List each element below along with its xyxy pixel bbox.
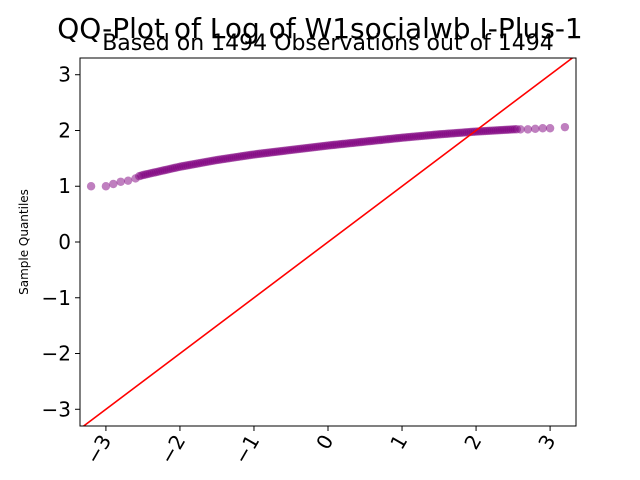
- data-point: [538, 124, 547, 133]
- y-tick-label: 2: [58, 118, 71, 142]
- data-point: [123, 176, 133, 185]
- data-point: [86, 182, 96, 191]
- y-tick-label: 0: [58, 230, 71, 254]
- data-point: [116, 177, 125, 186]
- y-axis: −3 −2 −1 0 1 2 3: [42, 63, 80, 421]
- y-tick-label: −3: [42, 397, 71, 421]
- y-tick-label: −1: [42, 286, 71, 310]
- reference-line: [82, 58, 574, 426]
- data-point: [560, 122, 570, 132]
- data-point: [523, 125, 533, 134]
- data-point: [545, 124, 555, 133]
- points-layer: [86, 122, 570, 191]
- data-point: [531, 124, 540, 134]
- data-point: [516, 125, 525, 134]
- y-tick-label: 1: [58, 174, 71, 198]
- data-point: [101, 182, 111, 191]
- data-point: [131, 174, 140, 183]
- chart-subtitle: Based on 1494 Observations out of 1494: [102, 31, 554, 56]
- data-point: [109, 179, 118, 189]
- reference-line-layer: [82, 58, 574, 426]
- chart-title: QQ-Plot of Log of W1socialwb I-Plus-1: [57, 12, 583, 45]
- y-tick-label: 3: [58, 63, 71, 87]
- y-tick-label: −2: [42, 342, 71, 366]
- y-axis-label: Sample Quantiles: [17, 189, 31, 295]
